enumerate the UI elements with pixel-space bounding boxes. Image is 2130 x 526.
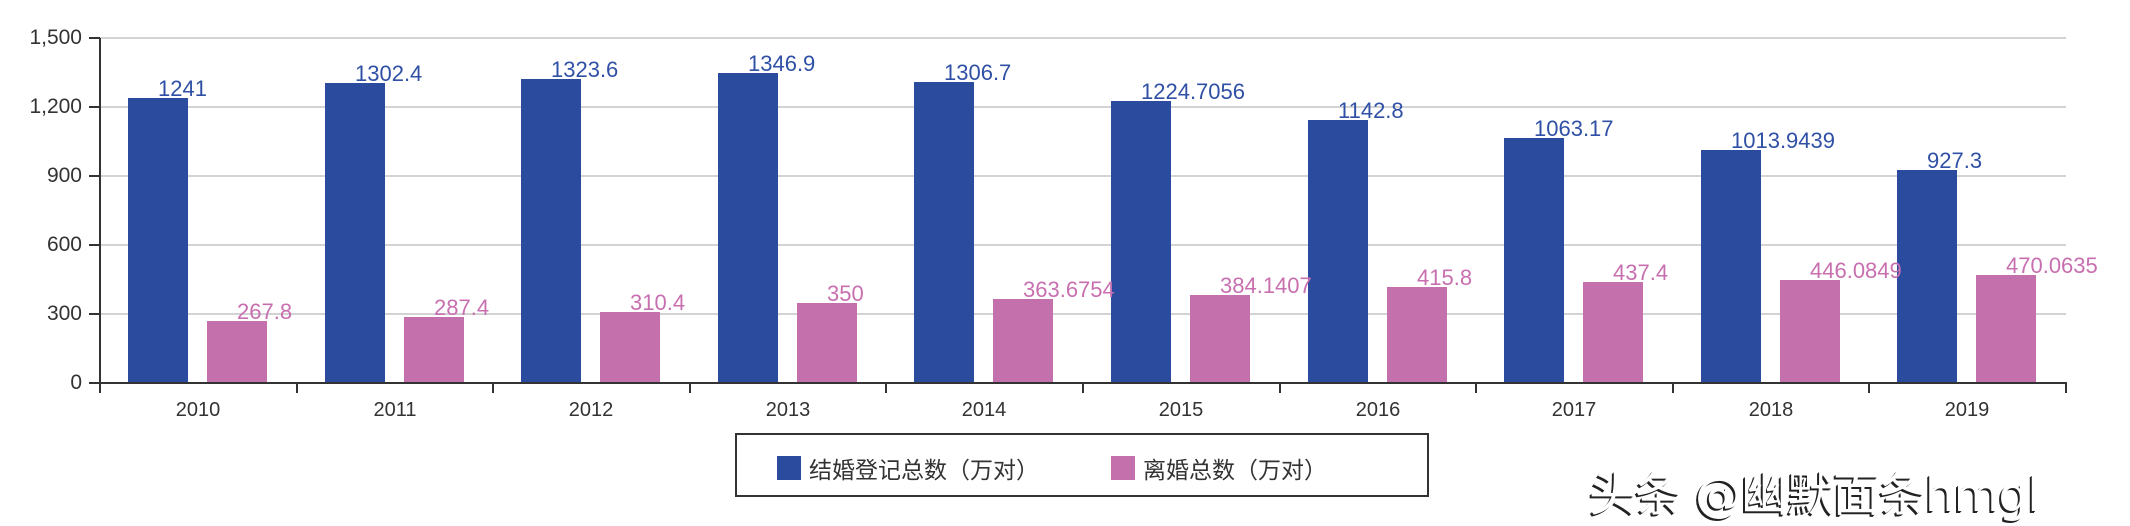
x-tick-mark: [885, 383, 887, 393]
bar-marriages[interactable]: [128, 98, 188, 383]
watermark: 头条 @幽默面条hmgl: [1589, 468, 2040, 523]
x-tick-mark: [2065, 383, 2067, 393]
chart-legend: 结婚登记总数（万对） 离婚总数（万对）: [735, 433, 1429, 497]
y-tick-label: 1,200: [29, 95, 82, 118]
x-tick-label: 2010: [175, 399, 221, 421]
x-tick-mark: [689, 383, 691, 393]
data-label: 446.0849: [1810, 258, 1902, 283]
x-tick-mark: [1279, 383, 1281, 393]
bar-marriages[interactable]: [1701, 150, 1761, 383]
x-tick-mark: [1672, 383, 1674, 393]
data-label: 310.4: [630, 290, 686, 315]
data-label: 287.4: [434, 295, 490, 320]
y-tick-label: 1,500: [29, 26, 82, 49]
gridline: [100, 175, 2066, 177]
y-tick-mark: [89, 106, 100, 108]
x-tick-mark: [296, 383, 298, 393]
bar-divorces[interactable]: [1976, 275, 2036, 383]
gridline: [100, 313, 2066, 315]
y-tick-mark: [89, 175, 100, 177]
data-label: 1013.9439: [1731, 128, 1835, 153]
data-label: 437.4: [1613, 260, 1669, 285]
legend-item-marriages[interactable]: 结婚登记总数（万对）: [777, 455, 1039, 484]
x-tick-label: 2018: [1748, 399, 1794, 421]
data-label: 363.6754: [1023, 277, 1115, 302]
x-tick-label: 2014: [961, 399, 1007, 421]
data-label: 384.1407: [1220, 273, 1312, 298]
bar-divorces[interactable]: [1583, 282, 1643, 383]
bar-marriages[interactable]: [1111, 101, 1171, 383]
bar-marriages[interactable]: [325, 83, 385, 383]
data-label: 470.0635: [2006, 253, 2098, 278]
x-tick-label: 2015: [1158, 399, 1204, 421]
data-label: 350: [827, 281, 864, 306]
x-tick-label: 2017: [1551, 399, 1597, 421]
data-label: 415.8: [1417, 265, 1473, 290]
bar-divorces[interactable]: [797, 303, 857, 383]
legend-label: 离婚总数（万对）: [1143, 458, 1327, 484]
x-tick-mark: [1475, 383, 1477, 393]
data-label: 1346.9: [748, 51, 816, 76]
bar-divorces[interactable]: [993, 299, 1053, 383]
x-tick-label: 2012: [568, 399, 614, 421]
legend-label: 结婚登记总数（万对）: [809, 458, 1039, 484]
data-label: 1306.7: [944, 60, 1012, 85]
bar-divorces[interactable]: [1190, 295, 1250, 383]
x-tick-label: 2013: [765, 399, 811, 421]
y-tick-mark: [89, 313, 100, 315]
x-tick-label: 2019: [1944, 399, 1990, 421]
legend-swatch-marriages: [777, 456, 801, 480]
bar-divorces[interactable]: [207, 321, 267, 383]
data-label: 1323.6: [551, 57, 619, 82]
x-tick-label: 2016: [1355, 399, 1401, 421]
data-label: 1142.8: [1338, 98, 1404, 123]
bar-marriages[interactable]: [1897, 170, 1957, 383]
bar-divorces[interactable]: [404, 317, 464, 383]
y-axis: [99, 38, 101, 385]
data-label: 1241: [158, 76, 207, 101]
y-tick-label: 300: [46, 302, 82, 325]
y-tick-mark: [89, 382, 100, 384]
y-tick-mark: [89, 37, 100, 39]
bar-marriages[interactable]: [1308, 120, 1368, 383]
y-tick-label: 900: [46, 164, 82, 187]
legend-item-divorces[interactable]: 离婚总数（万对）: [1111, 455, 1327, 484]
x-tick-mark: [99, 383, 101, 393]
y-tick-label: 600: [46, 233, 82, 256]
legend-swatch-divorces: [1111, 456, 1135, 480]
x-tick-mark: [1868, 383, 1870, 393]
data-label: 267.8: [237, 299, 293, 324]
y-tick-label: 0: [70, 371, 82, 394]
x-tick-label: 2011: [373, 399, 417, 421]
bar-divorces[interactable]: [600, 312, 660, 383]
x-tick-mark: [492, 383, 494, 393]
bar-marriages[interactable]: [718, 73, 778, 383]
bar-marriages[interactable]: [914, 82, 974, 383]
data-label: 1224.7056: [1141, 79, 1245, 104]
bar-marriages[interactable]: [521, 79, 581, 383]
data-label: 1063.17: [1534, 116, 1614, 141]
gridline: [100, 244, 2066, 246]
x-tick-mark: [1082, 383, 1084, 393]
y-tick-mark: [89, 244, 100, 246]
bar-divorces[interactable]: [1780, 280, 1840, 383]
gridline: [100, 37, 2066, 39]
gridline: [100, 106, 2066, 108]
data-label: 1302.4: [355, 61, 423, 86]
bar-divorces[interactable]: [1387, 287, 1447, 383]
data-label: 927.3: [1927, 148, 1983, 173]
bar-marriages[interactable]: [1504, 138, 1564, 383]
